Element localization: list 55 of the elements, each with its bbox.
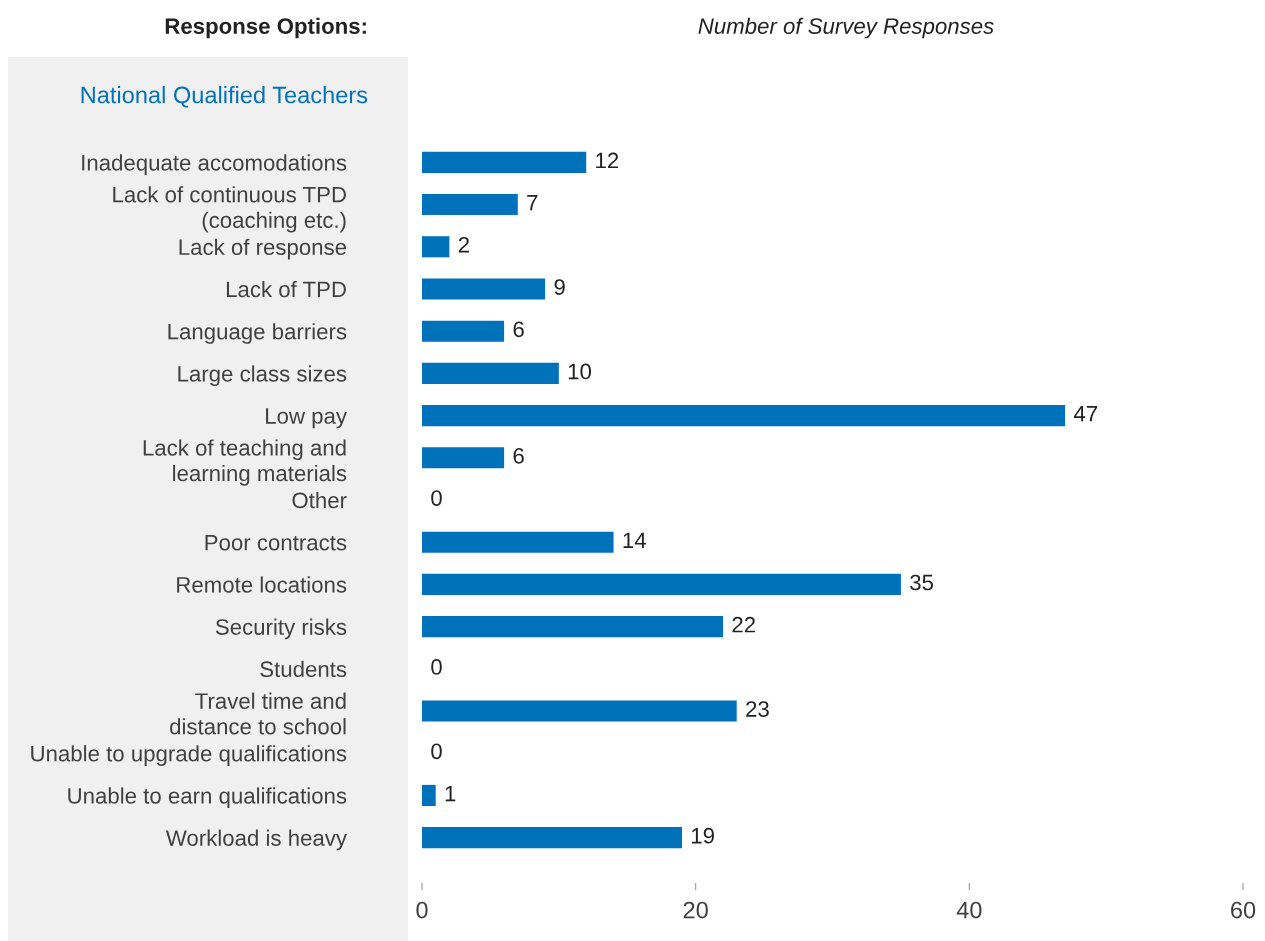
data-label: 9 [554,279,565,295]
bar [422,405,1066,427]
data-label: 12 [596,152,619,169]
bar [422,194,518,216]
data-label: 7 [527,195,538,211]
y-tick-label: Lack of continuous TPD (coaching etc.) [113,186,346,233]
bar [422,827,682,849]
y-tick-label: Workload is heavy [165,829,347,851]
bar [422,784,436,806]
text: National Qualified Teachers [81,86,368,108]
bar [422,362,559,384]
bar [422,320,505,342]
y-tick-label: Security risks [215,618,347,640]
y-tick-label: Inadequate accomodations [82,154,347,176]
x-tick-label: 60 [1231,901,1256,919]
data-label: 19 [692,827,714,844]
y-tick-label: Travel time and distance to school [170,692,346,735]
y-tick-label: Other [292,491,347,509]
y-tick-label: Unable to upgrade qualifications [31,745,347,766]
y-tick-label: Unable to earn qualifications [68,787,347,809]
bar [422,531,614,553]
y-tick-label: Lack of response [179,238,347,260]
data-label: 6 [513,321,524,338]
x-tick-label: 20 [683,901,708,919]
x-axis-title: Number of Survey Responses [698,17,994,39]
bar [422,447,505,469]
bar [422,278,546,300]
y-tick-label: Students [260,660,347,678]
data-label: 0 [431,490,442,506]
data-label: 14 [623,532,646,548]
y-tick-label: Poor contracts [205,534,347,551]
data-label: 47 [1073,406,1098,422]
bar [422,236,450,258]
bar [422,573,901,595]
y-tick-label: Language barriers [168,323,347,344]
y-tick-label: Remote locations [177,576,347,593]
bar [422,700,737,722]
data-label: 35 [910,574,934,591]
y-tick-label: Lack of TPD [226,280,346,298]
y-tick-label: Large class sizes [178,365,347,387]
y-tick-label: Low pay [266,408,347,429]
data-label: 6 [513,448,524,464]
data-label: 1 [445,785,456,802]
data-label: 0 [431,743,442,760]
y-tick-label: Lack of teaching and learning materials [143,439,347,486]
x-tick-label: 40 [956,901,982,919]
bar [422,151,587,173]
data-label: 10 [568,363,592,380]
x-tick-label: 0 [416,901,428,919]
bar [422,616,724,638]
data-label: 23 [746,701,769,717]
data-label: 2 [458,237,469,253]
y-axis-title: Response Options: [165,17,366,39]
data-label: 0 [431,659,442,675]
data-label: 22 [732,616,755,633]
